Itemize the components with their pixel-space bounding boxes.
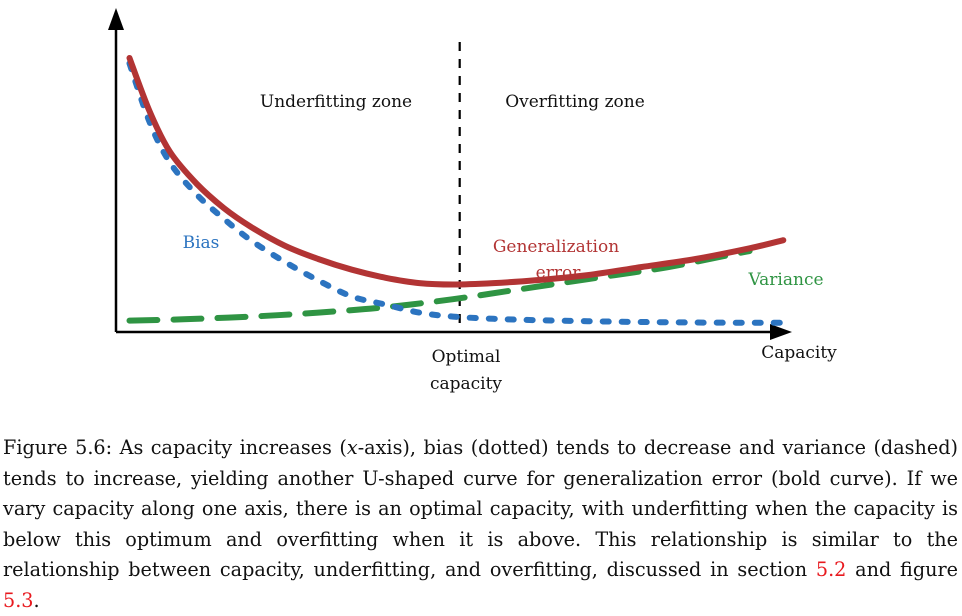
caption-text-a: -axis), bias (dotted) tends to decrease … [3,436,958,581]
x-axis-arrow [770,324,792,340]
caption-prefix: Figure 5.6: As capacity increases ( [3,436,347,459]
section-ref-link[interactable]: 5.2 [815,558,847,581]
overfitting-zone-label: Overfitting zone [505,92,645,112]
figure-ref-link[interactable]: 5.3 [3,588,34,612]
x-axis-label: Capacity [761,343,837,363]
optimal-capacity-label-line1: Optimal [432,347,501,367]
underfitting-zone-label: Underfitting zone [260,92,412,112]
variance-curve [126,248,753,324]
caption-text-b: and figure [846,558,958,581]
generalization-label-line2: error [536,263,582,283]
bias-curve [126,60,787,326]
caption-suffix: . [33,588,40,612]
generalization-label-line1: Generalization [493,237,619,257]
caption-math-x: x [346,436,358,459]
figure-caption: Figure 5.6: As capacity increases (x-axi… [3,433,958,616]
y-axis-arrow [108,8,124,30]
bias-label: Bias [183,233,220,253]
variance-label: Variance [747,270,823,290]
bias-variance-figure: Underfitting zone Overfitting zone Bias … [108,8,837,394]
optimal-capacity-label-line2: capacity [430,374,502,394]
generalization-error-curve [126,55,787,288]
